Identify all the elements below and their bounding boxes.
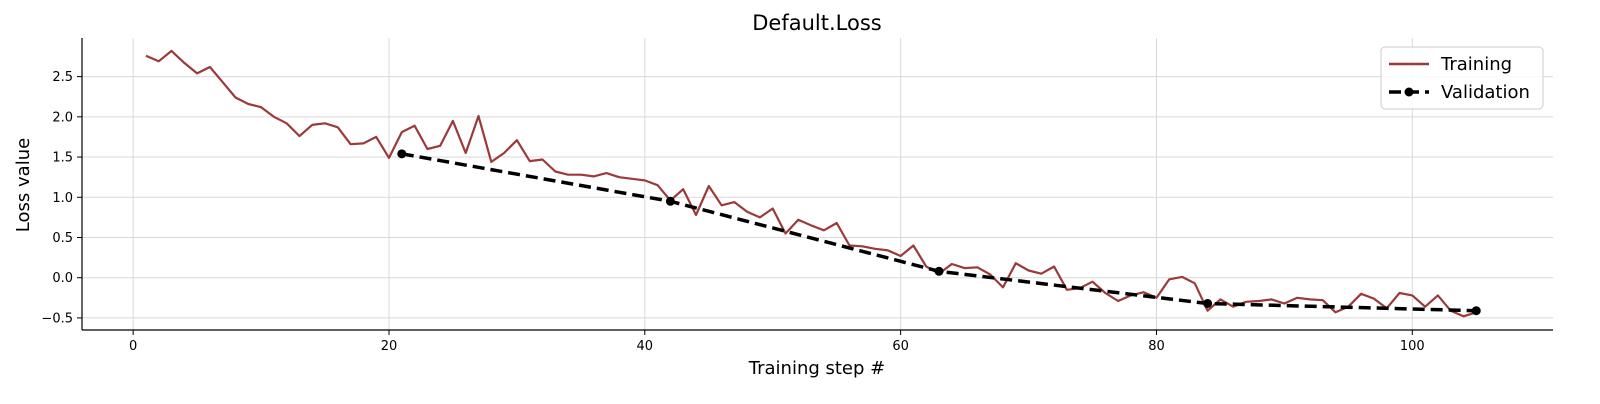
- y-tick-label: 1.0: [52, 191, 73, 206]
- x-tick-label: 80: [1148, 339, 1165, 354]
- chart-title: Default.Loss: [752, 11, 881, 35]
- data-point-validation: [665, 196, 675, 206]
- x-tick-label: 60: [892, 339, 909, 354]
- legend-label-training: Training: [1440, 54, 1512, 75]
- y-tick-label: 0.5: [52, 231, 73, 246]
- x-tick-label: 100: [1400, 339, 1425, 354]
- legend-box: [1380, 46, 1544, 110]
- series: [145, 49, 1481, 318]
- data-point-validation: [397, 149, 407, 159]
- x-tick-label: 20: [381, 339, 398, 354]
- axes: [81, 38, 1553, 331]
- legend-label-validation: Validation: [1441, 82, 1530, 103]
- data-point-validation: [1471, 306, 1481, 316]
- series-line-training: [145, 49, 1477, 318]
- grid: [82, 38, 1553, 330]
- ticks: 0 20 40 60 80 100 −0.5 0.0 0.5 1.0 1.5 2.0 2.5: [41, 70, 1424, 354]
- series-line-validation: [401, 152, 1477, 313]
- x-tick-label: 40: [637, 339, 654, 354]
- y-tick-label: 1.5: [52, 151, 73, 166]
- data-point-validation: [1203, 298, 1213, 308]
- y-axis-label: Loss value: [13, 138, 34, 232]
- data-point-validation: [934, 266, 944, 276]
- x-axis-label: Training step #: [748, 358, 886, 379]
- y-tick-label: −0.5: [41, 311, 73, 326]
- y-tick-label: 0.0: [52, 271, 73, 286]
- x-tick-label: 0: [129, 339, 137, 354]
- legend: Training Validation: [1380, 46, 1544, 110]
- legend-marker-validation: [1404, 87, 1414, 97]
- y-tick-label: 2.0: [52, 110, 73, 125]
- y-tick-label: 2.5: [52, 70, 73, 85]
